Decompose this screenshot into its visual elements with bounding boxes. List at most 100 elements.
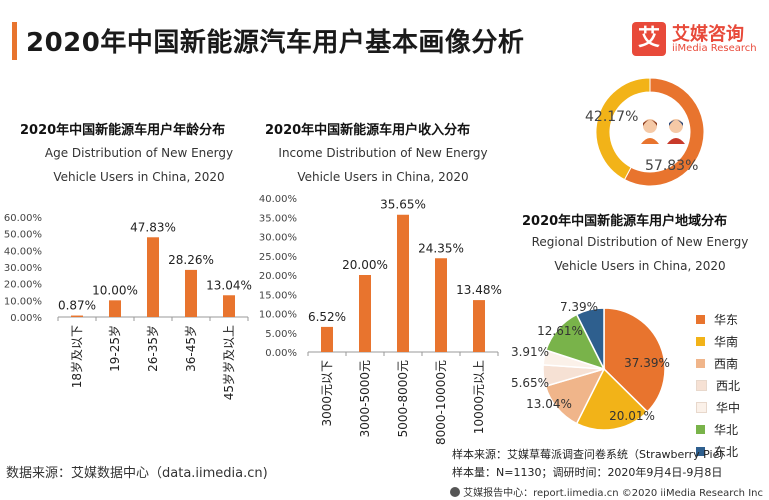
age-ytick-label: 50.00%: [4, 230, 42, 241]
income-category-label: 5000-8000元: [396, 360, 410, 437]
age-category-label: 19-25岁: [107, 325, 122, 372]
male-avatar-icon-hair: [669, 120, 683, 126]
income-bar: [473, 300, 485, 352]
income-data-label: 6.52%: [308, 310, 346, 324]
income-category-label: 3000-5000元: [358, 360, 372, 437]
legend-swatch: [696, 446, 705, 456]
region-slice: [603, 307, 666, 413]
legend-item: 华东: [696, 308, 740, 330]
gender-female-pct: 57.83%: [645, 158, 698, 174]
age-bar: [185, 269, 197, 317]
income-category-label: 10000元以上: [472, 360, 486, 434]
region-data-label: 7.39%: [560, 300, 598, 314]
income-ytick-label: 25.00%: [259, 252, 297, 263]
legend-swatch: [696, 401, 707, 413]
age-data-label: 13.04%: [206, 278, 252, 292]
age-chart-subtitle-line1: Age Distribution of New Energy: [44, 146, 234, 160]
legend-swatch: [696, 379, 707, 391]
logo-name-en: iiMedia Research: [672, 43, 757, 54]
income-data-label: 24.35%: [418, 241, 464, 255]
region-data-label: 3.91%: [511, 345, 549, 359]
income-ytick-label: 10.00%: [259, 310, 297, 321]
age-ytick-label: 20.00%: [4, 280, 42, 291]
income-chart-title: 2020年中国新能源车用户收入分布: [265, 123, 471, 138]
age-chart-subtitle-line2: Vehicle Users in China, 2020: [53, 170, 225, 184]
age-category-label: 45岁岁及以上: [221, 325, 236, 400]
region-pie-chart: 37.39% 20.01% 13.04% 5.65% 3.91% 12.61% 7.39%: [511, 300, 670, 431]
income-chart-subtitle-line1: Income Distribution of New Energy: [278, 146, 488, 160]
gender-donut-chart: 42.17% 57.83%: [585, 77, 705, 187]
region-legend: 华东华南西南西北华中华北东北: [696, 308, 740, 462]
age-ytick-label: 10.00%: [4, 296, 42, 307]
age-ytick-label: 30.00%: [4, 263, 42, 274]
female-avatar-icon-hair: [643, 120, 657, 126]
data-source-note: 数据来源：艾媒数据中心（data.iimedia.cn): [6, 466, 268, 481]
legend-item: 东北: [696, 440, 740, 462]
income-ytick-label: 15.00%: [259, 290, 297, 301]
age-ytick-label: 0.00%: [10, 313, 42, 324]
income-chart-subtitle: Income Distribution of New Energy Vehicl…: [258, 141, 508, 189]
copyright-icon: [450, 487, 461, 497]
age-bar: [147, 237, 159, 317]
legend-label: 华北: [714, 422, 739, 437]
age-ytick-label: 40.00%: [4, 246, 42, 257]
income-category-label: 8000-10000元: [434, 360, 448, 445]
income-ytick-label: 0.00%: [265, 348, 297, 359]
logo-mark-icon: 艾: [632, 22, 666, 56]
income-ytick-label: 20.00%: [259, 271, 297, 282]
region-data-label: 37.39%: [624, 356, 670, 370]
sample-size-note: 样本量：N=1130；调研时间：2020年9月4日-9月8日: [452, 466, 723, 479]
income-bar: [397, 214, 409, 352]
region-slice: [575, 367, 649, 431]
legend-swatch: [696, 424, 705, 434]
legend-label: 西南: [714, 356, 739, 371]
page-title: 2020年中国新能源汽车用户基本画像分析: [26, 28, 525, 58]
legend-swatch: [696, 358, 705, 368]
age-category-label: 36-45岁: [183, 325, 198, 372]
age-data-label: 28.26%: [168, 253, 214, 267]
copyright-text: 艾媒报告中心：report.iimedia.cn ©2020 iiMedia R…: [463, 488, 763, 499]
female-avatar-icon-body: [641, 138, 659, 144]
male-avatar-icon-body: [667, 138, 685, 144]
region-data-label: 13.04%: [526, 397, 572, 411]
income-ytick-label: 40.00%: [259, 194, 297, 205]
income-data-label: 20.00%: [342, 258, 388, 272]
legend-label: 华中: [716, 400, 741, 415]
male-avatar-icon-face: [669, 119, 683, 133]
region-data-label: 20.01%: [609, 409, 655, 423]
income-bar: [435, 258, 447, 352]
legend-item: 华北: [696, 418, 740, 440]
income-bar-chart: 0.00% 5.00% 10.00% 15.00% 20.00% 25.00% 30.00%…: [259, 194, 502, 445]
region-data-label: 5.65%: [511, 376, 549, 390]
income-data-label: 13.48%: [456, 283, 502, 297]
age-bar: [109, 300, 121, 317]
income-chart-subtitle-line2: Vehicle Users in China, 2020: [297, 170, 469, 184]
legend-item: 华南: [696, 330, 740, 352]
brand-logo: 艾 艾媒咨询 iiMedia Research: [632, 22, 762, 62]
gender-male-pct: 42.17%: [585, 109, 638, 125]
region-chart-subtitle: Regional Distribution of New Energy Vehi…: [515, 230, 765, 278]
gender-slice: [623, 77, 705, 187]
region-chart-subtitle-line1: Regional Distribution of New Energy: [531, 235, 749, 249]
age-category-label: 18岁及以下: [69, 325, 84, 388]
title-accent-bar: [12, 22, 17, 60]
logo-name-cn: 艾媒咨询: [672, 24, 744, 45]
age-bar-chart: 0.00% 10.00% 20.00% 30.00% 40.00% 50.00% 60.00…: [4, 213, 252, 400]
income-bar: [321, 326, 333, 352]
legend-item: 西北: [696, 374, 740, 396]
sample-source-note: 样本来源：艾媒草莓派调查问卷系统（Strawberry Pie): [452, 448, 724, 461]
region-chart-title: 2020年中国新能源车用户地域分布: [522, 214, 728, 229]
legend-item: 华中: [696, 396, 740, 418]
gender-slice: [595, 77, 651, 181]
legend-label: 华东: [714, 312, 739, 327]
female-avatar-icon: [641, 119, 659, 144]
age-bar: [71, 315, 83, 317]
copyright-footer: 艾媒报告中心：report.iimedia.cn ©2020 iiMedia R…: [450, 484, 763, 499]
income-data-label: 35.65%: [380, 198, 426, 212]
age-data-label: 0.87%: [58, 299, 96, 313]
age-data-label: 10.00%: [92, 283, 138, 297]
footer-strip: [0, 482, 769, 500]
age-chart-title: 2020年中国新能源车用户年龄分布: [20, 123, 226, 138]
age-chart-subtitle: Age Distribution of New Energy Vehicle U…: [14, 141, 264, 189]
